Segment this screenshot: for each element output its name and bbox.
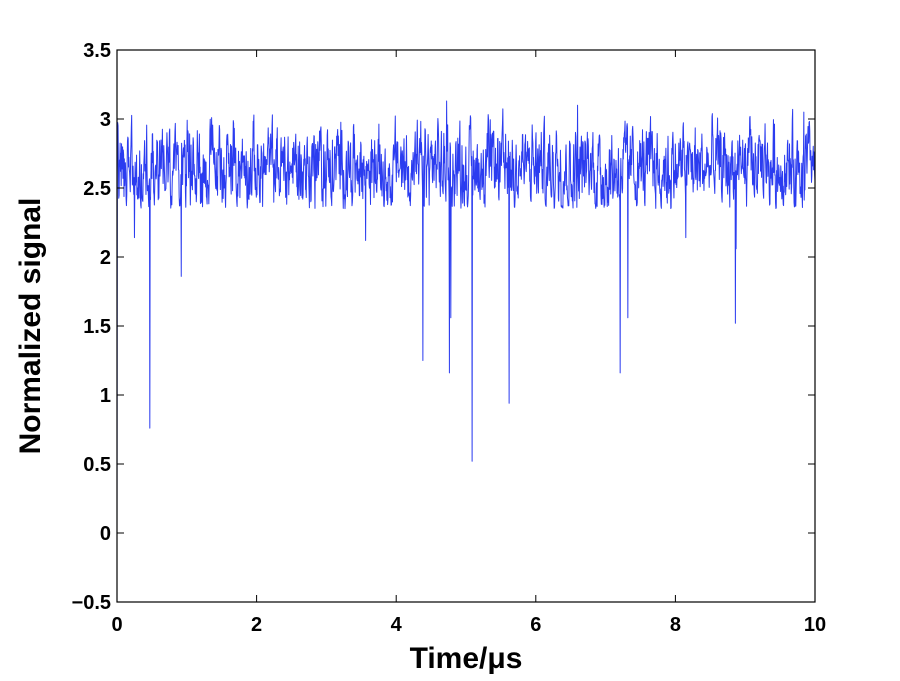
y-tick-label: 2.5 [83, 178, 111, 200]
y-tick-label: −0.5 [72, 592, 111, 614]
y-tick-label: 2 [100, 247, 111, 269]
plot-frame [116, 49, 816, 603]
x-axis-label: Time/μs [410, 642, 523, 675]
y-tick-label: 1.5 [83, 316, 111, 338]
y-tick-label: 0.5 [83, 454, 111, 476]
signal-line [116, 100, 816, 534]
y-tick-label: 0 [100, 523, 111, 545]
y-tick-label: 1 [100, 385, 111, 407]
x-tick-label: 4 [391, 614, 403, 636]
x-tick-label: 2 [251, 614, 262, 636]
plot-background [117, 50, 815, 602]
x-tick-label: 6 [530, 614, 541, 636]
x-tick-label: 10 [804, 614, 826, 636]
x-tick-label: 8 [670, 614, 681, 636]
y-axis-label: Normalized signal [14, 198, 47, 455]
x-tick-label: 0 [111, 614, 122, 636]
y-tick-label: 3 [100, 109, 111, 131]
x-tick-labels: 0 2 4 6 8 10 [111, 614, 826, 636]
signal-series [116, 100, 816, 534]
y-tick-label: 3.5 [83, 40, 111, 62]
y-tick-labels: −0.5 0 0.5 1 1.5 2 2.5 3 3.5 [72, 40, 111, 614]
